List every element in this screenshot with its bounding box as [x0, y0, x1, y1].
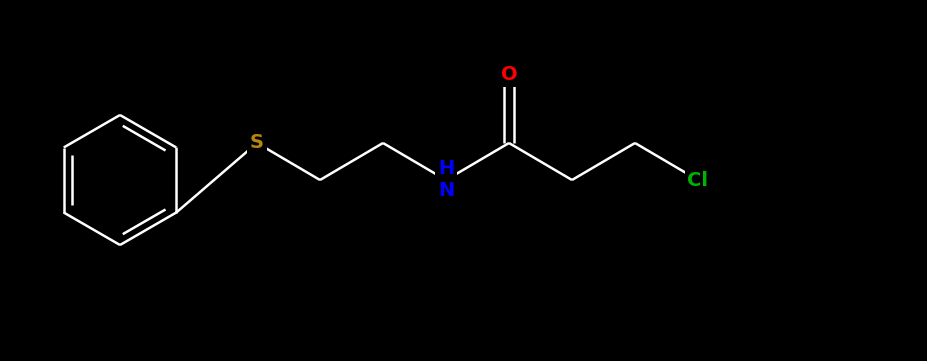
- Text: O: O: [501, 65, 516, 84]
- Text: H
N: H N: [438, 160, 453, 200]
- Text: Cl: Cl: [687, 170, 707, 190]
- Text: S: S: [249, 134, 263, 152]
